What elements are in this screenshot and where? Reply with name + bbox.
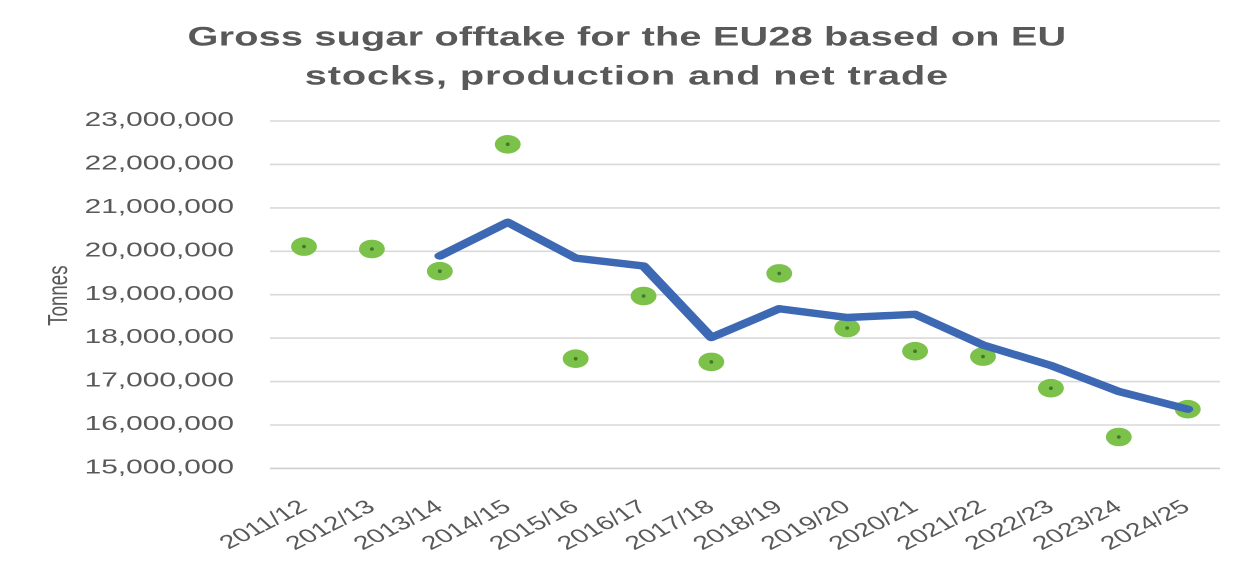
svg-text:19,000,000: 19,000,000 <box>85 282 234 304</box>
svg-text:20,000,000: 20,000,000 <box>85 239 234 261</box>
svg-text:21,000,000: 21,000,000 <box>85 196 234 218</box>
svg-text:16,000,000: 16,000,000 <box>85 413 234 435</box>
svg-text:23,000,000: 23,000,000 <box>85 109 234 131</box>
svg-text:Tonnes: Tonnes <box>43 265 73 325</box>
svg-text:17,000,000: 17,000,000 <box>85 369 234 391</box>
svg-text:22,000,000: 22,000,000 <box>85 152 234 174</box>
svg-text:stocks, production and net tra: stocks, production and net trade <box>305 61 949 91</box>
svg-text:15,000,000: 15,000,000 <box>85 456 234 478</box>
svg-text:Gross sugar offtake for the EU: Gross sugar offtake for the EU28 based o… <box>188 22 1067 52</box>
svg-text:18,000,000: 18,000,000 <box>85 326 234 348</box>
